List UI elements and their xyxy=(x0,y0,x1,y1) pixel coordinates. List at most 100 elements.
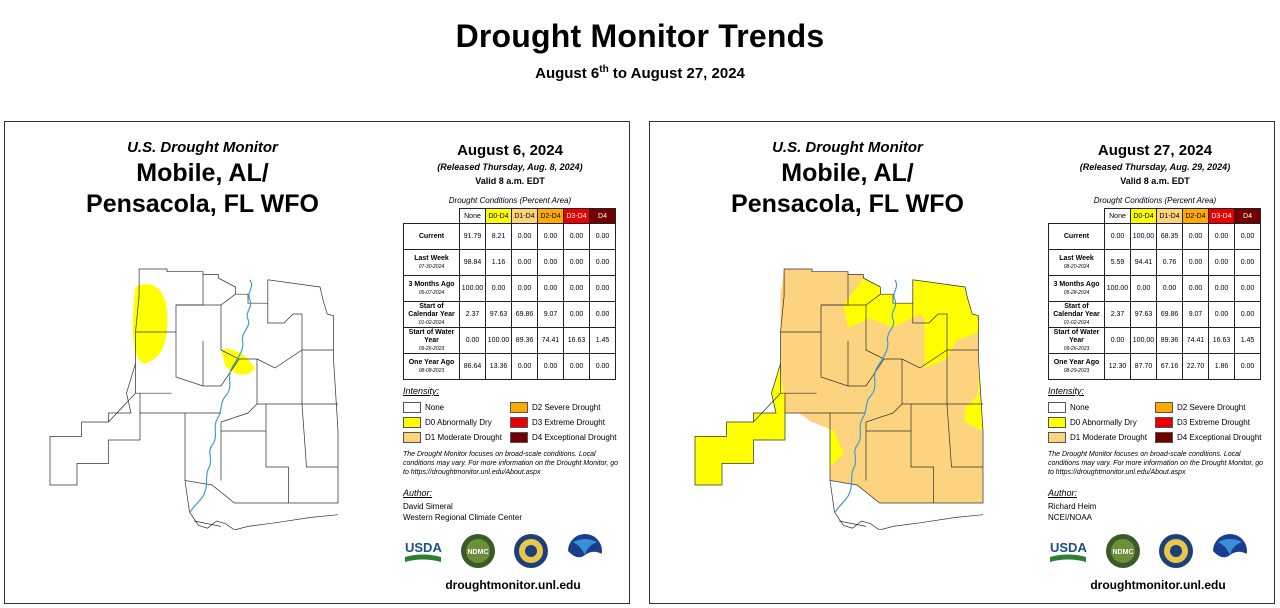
row-date: 08-08-2023 xyxy=(418,367,445,374)
table-cell: 100.00 xyxy=(459,275,486,302)
drought-map xyxy=(694,268,984,530)
legend-d3: D3 Extreme Drought xyxy=(1155,417,1250,428)
table-row: Start of Water Year 09-26-2023 0.00 100.00 8… xyxy=(403,327,616,354)
table-cell: 0.00 xyxy=(1208,223,1235,250)
table-cell: 1.45 xyxy=(1234,327,1261,354)
table-cell: 0.00 xyxy=(511,275,538,302)
legend-d4: D4 Exceptional Drought xyxy=(1155,432,1262,443)
table-cell: 1.45 xyxy=(589,327,616,354)
row-label: 3 Months Ago xyxy=(408,280,455,288)
legend-d0: D0 Abnormally Dry xyxy=(1048,417,1137,428)
table-cell: 1.16 xyxy=(485,249,512,276)
row-label: Start of Calendar Year xyxy=(408,302,455,318)
row-label: One Year Ago xyxy=(1053,358,1100,366)
row-label: Last Week xyxy=(1059,254,1094,262)
partner-logos: USDA NDMC xyxy=(403,532,623,572)
table-cell: 0.00 xyxy=(1208,275,1235,302)
table-row: Start of Calendar Year 01-02-2024 2.37 97.6… xyxy=(403,301,616,328)
row-date: 08-20-2024 xyxy=(1063,263,1090,270)
author-label: Author: xyxy=(403,488,433,498)
legend-d2: D2 Severe Drought xyxy=(1155,402,1245,413)
table-cell: 74.41 xyxy=(537,327,564,354)
column-header: D2-D4 xyxy=(1182,208,1209,224)
legend-d1: D1 Moderate Drought xyxy=(403,432,502,443)
table-cell: 69.86 xyxy=(1156,301,1183,328)
table-row: One Year Ago 08-08-2023 86.64 13.36 0.00 0.00… xyxy=(403,353,616,380)
table-cell: 1.86 xyxy=(1208,353,1235,380)
table-cell: 0.00 xyxy=(1182,275,1209,302)
table-cell: 0.00 xyxy=(511,249,538,276)
table-row: Current 91.79 8.21 0.00 0.00 0.00 0.00 xyxy=(403,223,616,250)
column-header: D0-D4 xyxy=(485,208,512,224)
svg-text:NDMC: NDMC xyxy=(1113,549,1134,556)
table-row: Last Week 07-30-2024 98.84 1.16 0.00 0.00 0.00… xyxy=(403,249,616,276)
table-cell: 86.64 xyxy=(459,353,486,380)
legend-none: None xyxy=(403,402,444,413)
release-date: (Released Thursday, Aug. 8, 2024) xyxy=(437,162,583,172)
row-date: 07-30-2024 xyxy=(418,263,445,270)
column-header: None xyxy=(459,208,486,224)
drought-panel-august-6: U.S. Drought Monitor Mobile, AL/ Pensaco… xyxy=(4,121,630,604)
location-line-1: Mobile, AL/ xyxy=(781,159,914,187)
row-label: One Year Ago xyxy=(408,358,455,366)
release-date: (Released Thursday, Aug. 29, 2024) xyxy=(1079,162,1231,172)
drought-stats-table: None D0-D4 D1-D4 D2-D4 D3-D4 D4 Current 0.00 100… xyxy=(1048,208,1261,380)
table-cell: 0.00 xyxy=(589,353,616,380)
table-cell: 0.00 xyxy=(485,275,512,302)
subtitle-start: August 6 xyxy=(535,65,600,82)
d1-region xyxy=(780,269,983,503)
subtitle-sup: th xyxy=(599,64,609,75)
conditions-label: Drought Conditions (Percent Area) xyxy=(448,196,572,205)
page-title: Drought Monitor Trends xyxy=(455,18,825,54)
column-header: None xyxy=(1104,208,1131,224)
row-label: 3 Months Ago xyxy=(1053,280,1100,288)
table-cell: 0.00 xyxy=(1104,223,1131,250)
table-cell: 0.00 xyxy=(1208,249,1235,276)
conditions-label: Drought Conditions (Percent Area) xyxy=(1093,196,1217,205)
table-cell: 87.70 xyxy=(1130,353,1157,380)
usda-logo: USDA xyxy=(405,540,442,562)
table-row: One Year Ago 08-29-2023 12.30 87.70 67.16 22.… xyxy=(1048,353,1261,380)
table-cell: 9.07 xyxy=(537,301,564,328)
page-subtitle: August 6th to August 27, 2024 xyxy=(0,64,1280,82)
table-cell: 0.00 xyxy=(1234,353,1261,380)
d0-area-south xyxy=(221,349,256,375)
column-header: D0-D4 xyxy=(1130,208,1157,224)
map-date: August 27, 2024 xyxy=(1097,142,1213,159)
table-cell: 100.00 xyxy=(485,327,512,354)
table-cell: 0.00 xyxy=(1234,301,1261,328)
monitor-note: The Drought Monitor focuses on broad-sca… xyxy=(1048,451,1264,476)
d0-area-west xyxy=(132,284,168,364)
column-header: D4 xyxy=(1234,208,1261,224)
table-row: Start of Water Year 09-26-2023 0.00 100.00 8… xyxy=(1048,327,1261,354)
table-cell: 0.76 xyxy=(1156,249,1183,276)
author-label: Author: xyxy=(1048,488,1078,498)
author-name: David Simeral xyxy=(403,502,453,511)
partner-logos: USDA NDMC xyxy=(1048,532,1268,572)
row-date: 01-02-2024 xyxy=(418,319,445,326)
row-label: Current xyxy=(418,232,445,240)
table-cell: 16.63 xyxy=(1208,327,1235,354)
table-cell: 0.00 xyxy=(589,249,616,276)
table-cell: 13.36 xyxy=(485,353,512,380)
table-cell: 16.63 xyxy=(563,327,590,354)
drought-stats-table: None D0-D4 D1-D4 D2-D4 D3-D4 D4 Current 91.79 8.… xyxy=(403,208,616,380)
noaa-logo xyxy=(567,534,602,570)
table-cell: 0.00 xyxy=(563,249,590,276)
author-info: David Simeral Western Regional Climate Ce… xyxy=(403,501,522,523)
table-cell: 100.00 xyxy=(1130,327,1157,354)
table-cell: 67.16 xyxy=(1156,353,1183,380)
table-row: 3 Months Ago 05-07-2024 100.00 0.00 0.00 0.00… xyxy=(403,275,616,302)
source-url[interactable]: droughtmonitor.unl.edu xyxy=(1090,578,1226,592)
valid-time: Valid 8 a.m. EDT xyxy=(475,176,545,186)
drought-map xyxy=(49,268,339,530)
author-info: Richard Heim NCEI/NOAA xyxy=(1048,501,1096,523)
row-label: Start of Water Year xyxy=(408,328,455,344)
svg-text:USDA: USDA xyxy=(1050,540,1087,555)
table-cell: 97.63 xyxy=(1130,301,1157,328)
table-cell: 8.21 xyxy=(485,223,512,250)
table-cell: 98.84 xyxy=(459,249,486,276)
source-url[interactable]: droughtmonitor.unl.edu xyxy=(445,578,581,592)
table-cell: 0.00 xyxy=(563,353,590,380)
column-header: D1-D4 xyxy=(1156,208,1183,224)
